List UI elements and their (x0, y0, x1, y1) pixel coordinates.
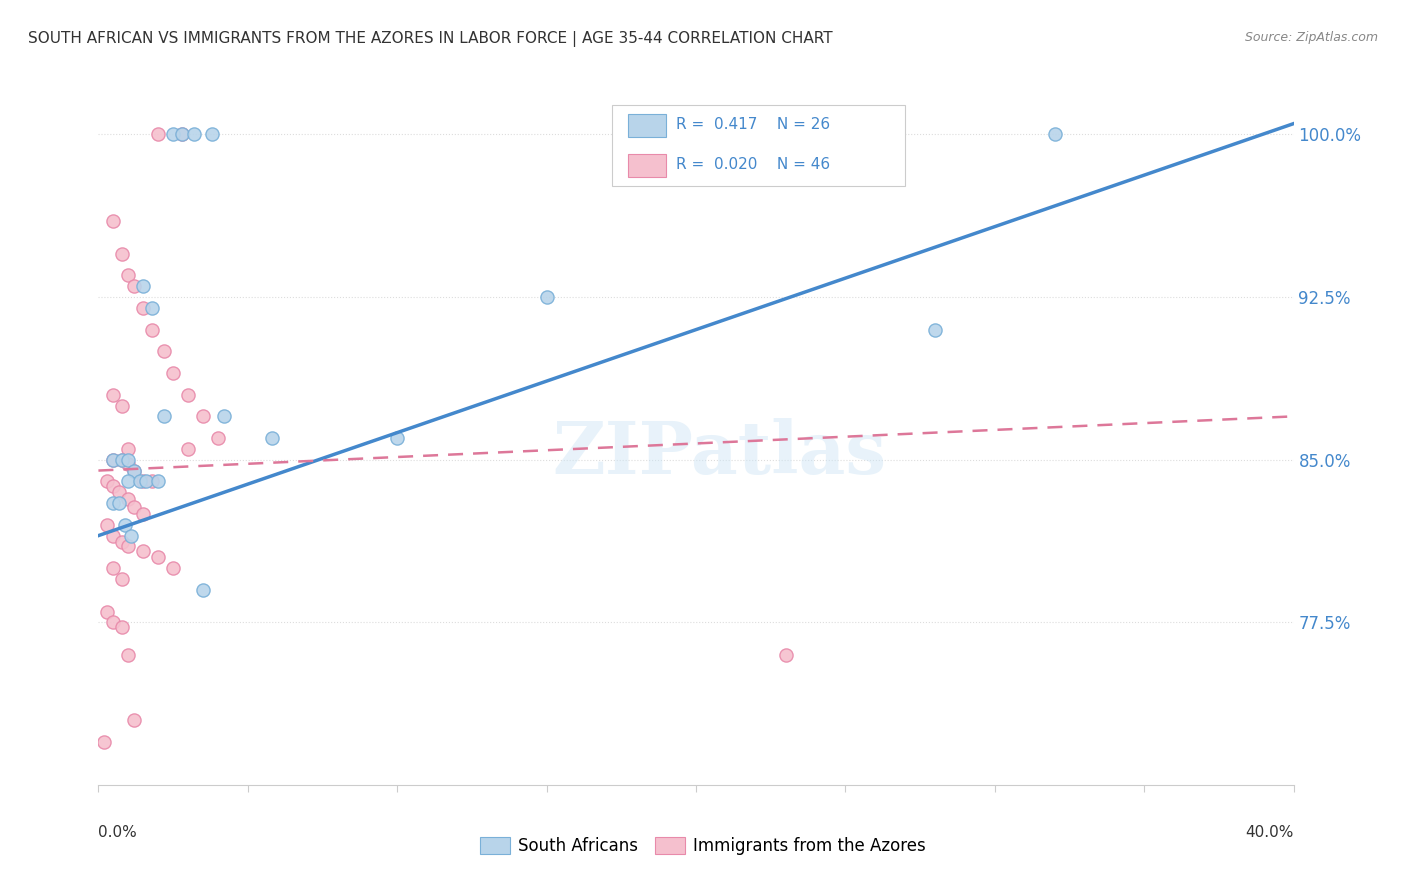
Point (117, 457, 139, 471)
Point (111, 452, 134, 467)
Point (117, 475, 139, 489)
Point (132, 301, 155, 315)
Point (111, 452, 134, 467)
Point (103, 615, 125, 630)
Text: R =  0.020    N = 46: R = 0.020 N = 46 (676, 157, 830, 172)
Point (93, 734, 115, 748)
Point (103, 452, 125, 467)
Point (96, 475, 118, 489)
Text: ZIPatlas: ZIPatlas (553, 418, 887, 489)
Point (141, 475, 163, 489)
Point (132, 507, 155, 521)
Text: 0.0%: 0.0% (98, 825, 138, 840)
Point (111, 620, 134, 634)
Point (172, 128, 194, 142)
Point (183, 128, 205, 142)
FancyBboxPatch shape (628, 114, 666, 136)
Point (135, 475, 157, 489)
Point (201, 128, 224, 142)
Point (148, 475, 170, 489)
Text: SOUTH AFRICAN VS IMMIGRANTS FROM THE AZORES IN LABOR FORCE | AGE 35-44 CORRELATI: SOUTH AFRICAN VS IMMIGRANTS FROM THE AZO… (28, 31, 832, 47)
Legend: South Africans, Immigrants from the Azores: South Africans, Immigrants from the Azor… (474, 830, 932, 862)
Point (117, 648, 139, 662)
Point (162, 366, 184, 380)
Point (1043, 128, 1066, 142)
Point (385, 431, 409, 445)
Point (132, 475, 155, 489)
Text: R =  0.417    N = 26: R = 0.417 N = 26 (676, 117, 830, 132)
Point (96, 517, 118, 532)
Point (117, 268, 139, 283)
Point (103, 528, 125, 542)
Point (924, 323, 946, 337)
Point (260, 431, 283, 445)
Point (117, 442, 139, 456)
Point (124, 464, 146, 478)
Point (111, 572, 134, 586)
Point (124, 500, 146, 515)
Point (120, 528, 142, 542)
Point (103, 561, 125, 575)
Point (103, 214, 125, 228)
Point (129, 475, 152, 489)
FancyBboxPatch shape (613, 105, 905, 186)
Point (114, 517, 136, 532)
Point (153, 409, 176, 424)
Point (191, 582, 214, 597)
Point (103, 496, 125, 510)
Point (153, 344, 176, 359)
Point (117, 540, 139, 554)
Point (111, 399, 134, 413)
Point (124, 713, 146, 727)
Point (536, 290, 558, 304)
Point (103, 479, 125, 493)
Point (117, 491, 139, 506)
Text: Source: ZipAtlas.com: Source: ZipAtlas.com (1244, 31, 1378, 45)
Point (103, 387, 125, 401)
Point (207, 431, 229, 445)
Point (172, 128, 194, 142)
Point (132, 279, 155, 293)
Point (141, 301, 163, 315)
Point (124, 279, 146, 293)
Point (775, 648, 797, 662)
Point (96, 605, 118, 619)
Point (191, 409, 214, 424)
Point (177, 442, 200, 456)
Point (108, 496, 131, 510)
Point (162, 128, 184, 142)
Point (111, 246, 134, 260)
Point (103, 452, 125, 467)
Point (212, 409, 235, 424)
Point (124, 464, 146, 478)
Point (111, 535, 134, 549)
Point (177, 387, 200, 401)
Point (148, 550, 170, 565)
Point (141, 323, 163, 337)
Point (148, 128, 170, 142)
Text: 40.0%: 40.0% (1246, 825, 1294, 840)
Point (117, 452, 139, 467)
Point (132, 543, 155, 558)
Point (162, 561, 184, 575)
FancyBboxPatch shape (628, 154, 666, 177)
Point (108, 485, 131, 500)
Point (98, 789, 122, 803)
